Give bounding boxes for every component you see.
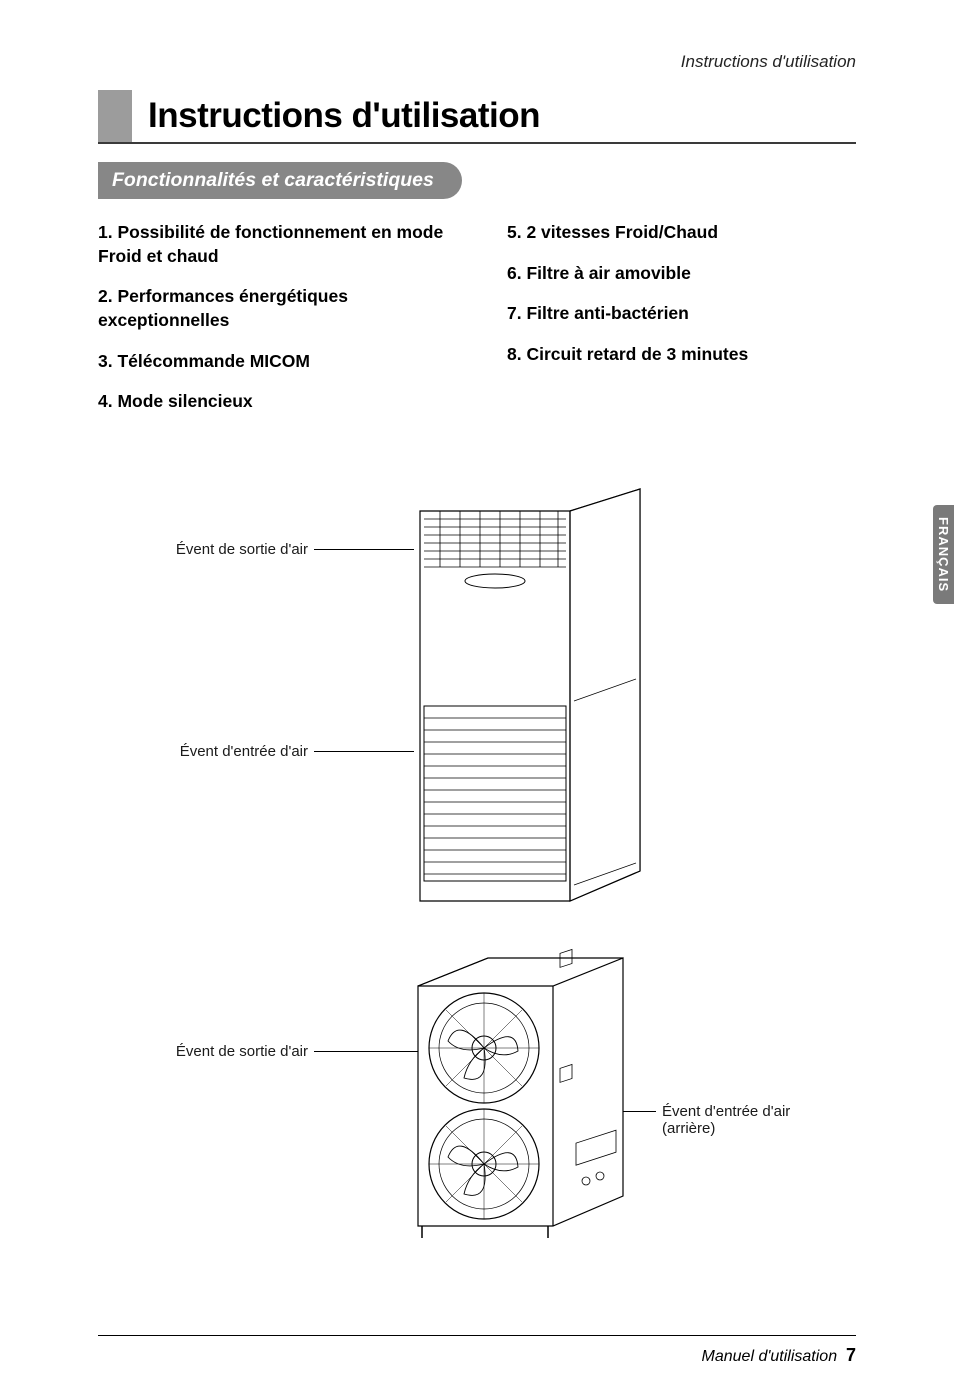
label-indoor-outlet: Évent de sortie d'air <box>128 541 308 558</box>
feature-item: 7. Filtre anti-bactérien <box>507 302 856 326</box>
feature-item: 1. Possibilité de fonctionnement en mode… <box>98 221 447 268</box>
diagram-area: Évent de sortie d'air Évent d'entrée d'a… <box>98 481 856 1261</box>
section-heading: Fonctionnalités et caractéristiques <box>98 162 462 199</box>
feature-item: 8. Circuit retard de 3 minutes <box>507 343 856 367</box>
label-outdoor-outlet: Évent de sortie d'air <box>128 1043 308 1060</box>
page-title: Instructions d'utilisation <box>132 90 540 142</box>
leader-line <box>314 751 414 752</box>
features-left-col: 1. Possibilité de fonctionnement en mode… <box>98 221 447 431</box>
title-accent-block <box>98 90 132 142</box>
features-list: 1. Possibilité de fonctionnement en mode… <box>98 221 856 431</box>
breadcrumb: Instructions d'utilisation <box>98 52 856 72</box>
title-bar: Instructions d'utilisation <box>98 90 856 144</box>
outdoor-unit-icon <box>398 946 698 1251</box>
footer-label: Manuel d'utilisation <box>702 1348 838 1365</box>
indoor-unit-icon <box>410 481 700 921</box>
feature-item: 5. 2 vitesses Froid/Chaud <box>507 221 856 245</box>
feature-item: 6. Filtre à air amovible <box>507 262 856 286</box>
feature-item: 4. Mode silencieux <box>98 390 447 414</box>
leader-line <box>314 549 414 550</box>
footer: Manuel d'utilisation 7 <box>702 1345 856 1366</box>
footer-rule <box>98 1335 856 1336</box>
label-indoor-inlet: Évent d'entrée d'air <box>128 743 308 760</box>
features-right-col: 5. 2 vitesses Froid/Chaud 6. Filtre à ai… <box>507 221 856 431</box>
feature-item: 3. Télécommande MICOM <box>98 350 447 374</box>
page-number: 7 <box>846 1345 856 1365</box>
language-tab: FRANÇAIS <box>933 505 954 604</box>
feature-item: 2. Performances énergétiques exceptionne… <box>98 285 447 332</box>
